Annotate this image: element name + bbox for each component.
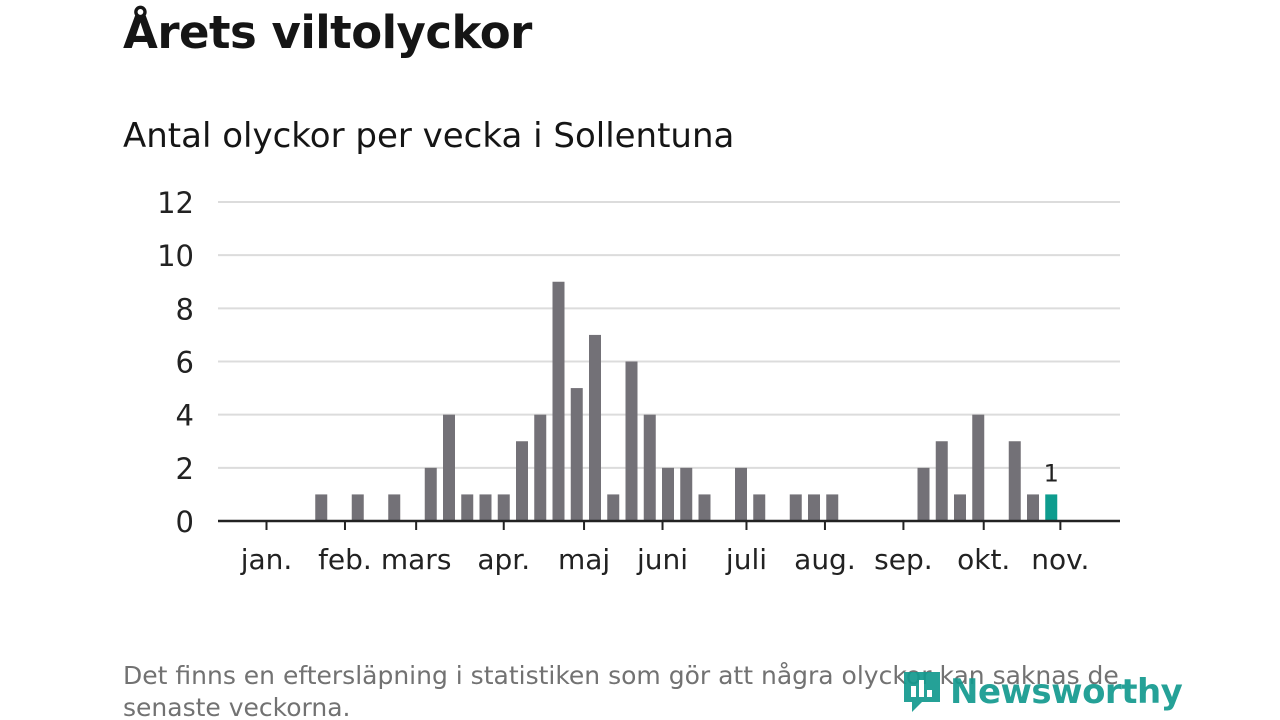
- x-tick-label: juni: [636, 543, 688, 576]
- x-tick-label: feb.: [318, 543, 372, 576]
- bar: [643, 414, 656, 521]
- bar: [698, 494, 711, 521]
- x-tick-label: maj: [558, 543, 610, 576]
- bar: [479, 494, 492, 521]
- x-tick-label: okt.: [957, 543, 1010, 576]
- y-tick-label: 12: [157, 186, 194, 220]
- gridlines: [218, 201, 1120, 469]
- brand-logo[interactable]: Newsworthy: [900, 668, 1183, 716]
- y-tick-label: 8: [176, 292, 194, 326]
- bar: [735, 467, 747, 521]
- x-tick-label: aug.: [794, 543, 856, 576]
- footnote: Det finns en eftersläpning i statistiken…: [123, 661, 1119, 720]
- data-labels: 1: [1044, 459, 1059, 487]
- bar: [424, 467, 437, 521]
- bar: [954, 494, 966, 521]
- bar: [935, 441, 948, 521]
- bar-chart: 0 2 4 6 8 10 12 jan. feb. mars apr. maj juni juli aug…: [157, 186, 1120, 576]
- bar: [972, 414, 985, 521]
- bar: [1027, 494, 1039, 521]
- bar: [680, 467, 693, 521]
- chart-title: Antal olyckor per vecka i Sollentuna: [123, 116, 735, 156]
- x-tick-label: jan.: [240, 543, 293, 576]
- bar: [607, 494, 620, 521]
- y-tick-label: 2: [176, 452, 194, 486]
- bar: [443, 414, 455, 521]
- bar: [315, 494, 328, 521]
- bars: [315, 281, 1058, 521]
- bar: [789, 494, 802, 521]
- y-tick-label: 0: [176, 505, 194, 539]
- bar: [388, 494, 401, 521]
- x-axis: jan. feb. mars apr. maj juni juli aug. sep. okt. n…: [218, 519, 1120, 576]
- bar: [662, 467, 674, 521]
- newsworthy-logo-icon: [904, 672, 940, 712]
- bar: [497, 494, 510, 521]
- y-tick-label: 4: [176, 399, 194, 433]
- bar: [808, 494, 820, 521]
- y-tick-label: 6: [176, 346, 194, 380]
- bar: [625, 361, 638, 521]
- x-tick-label: mars: [381, 543, 452, 576]
- bar-highlight: [1045, 494, 1058, 521]
- bar: [351, 494, 364, 521]
- bar: [826, 494, 839, 521]
- brand-name: Newsworthy: [950, 672, 1183, 712]
- data-label: 1: [1044, 459, 1059, 487]
- bar: [1008, 441, 1021, 521]
- bar: [570, 388, 583, 521]
- y-axis-ticks: 0 2 4 6 8 10 12: [157, 186, 194, 539]
- bar: [552, 281, 565, 521]
- bar: [516, 441, 528, 521]
- y-tick-label: 10: [157, 239, 194, 273]
- x-tick-label: nov.: [1031, 543, 1089, 576]
- bar: [917, 467, 930, 521]
- x-tick-label: sep.: [874, 543, 933, 576]
- x-tick-label: juli: [725, 543, 767, 576]
- x-tick-label: apr.: [477, 543, 530, 576]
- page-title: Årets viltolyckor: [123, 6, 532, 59]
- bar: [589, 334, 601, 521]
- bar: [753, 494, 766, 521]
- bar: [461, 494, 474, 521]
- bar: [534, 414, 547, 521]
